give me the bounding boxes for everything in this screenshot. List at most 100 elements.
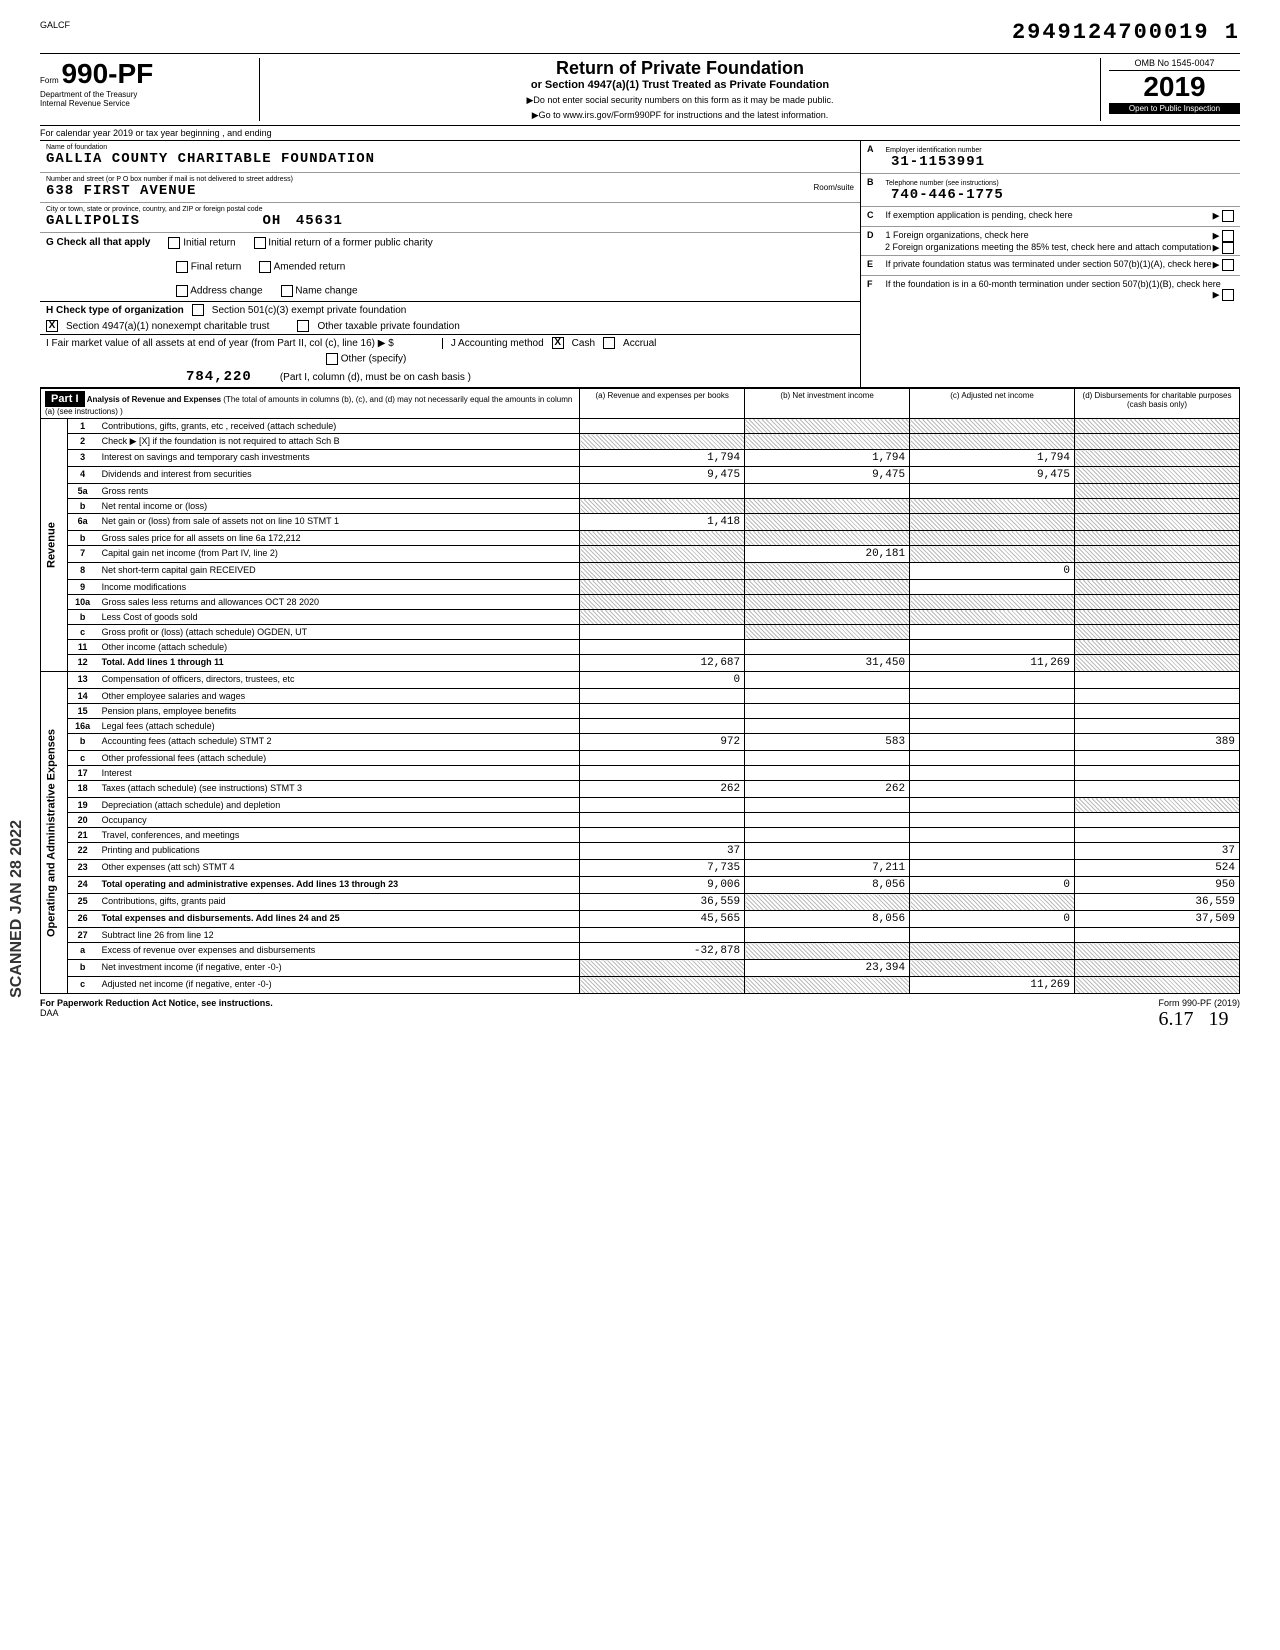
amt-cell: 1,418 <box>580 514 745 531</box>
line-desc: Gross sales less returns and allowances … <box>98 595 580 610</box>
amt-cell <box>580 499 745 514</box>
checkbox-60month[interactable] <box>1222 289 1234 301</box>
revenue-label: Revenue <box>41 419 68 672</box>
line-num: b <box>67 499 97 514</box>
amt-cell <box>745 531 910 546</box>
line-desc: Other income (attach schedule) <box>98 640 580 655</box>
section-i-value-row: 784,220 (Part I, column (d), must be on … <box>40 367 860 387</box>
amt-cell: 9,475 <box>910 467 1075 484</box>
amt-cell <box>580 640 745 655</box>
amt-cell <box>910 640 1075 655</box>
amt-cell <box>580 689 745 704</box>
amt-cell: 262 <box>580 781 745 798</box>
amt-cell <box>745 672 910 689</box>
amt-cell <box>910 860 1075 877</box>
j-cash: Cash <box>572 338 595 349</box>
amt-cell: 7,211 <box>745 860 910 877</box>
line-num: 4 <box>67 467 97 484</box>
checkbox-cash[interactable]: X <box>552 337 564 349</box>
h-item-1: Section 4947(a)(1) nonexempt charitable … <box>66 321 269 332</box>
amt-cell <box>1075 450 1240 467</box>
checkbox-initial-return[interactable] <box>168 237 180 249</box>
line-num: 5a <box>67 484 97 499</box>
amt-cell: 0 <box>910 911 1075 928</box>
line-num: 15 <box>67 704 97 719</box>
line-num: b <box>67 734 97 751</box>
checkbox-name-change[interactable] <box>281 285 293 297</box>
address-label: Number and street (or P O box number if … <box>46 176 854 183</box>
exemption-row: C If exemption application is pending, c… <box>861 207 1240 227</box>
amt-cell <box>1075 655 1240 672</box>
amt-cell <box>910 734 1075 751</box>
line-desc: Other employee salaries and wages <box>98 689 580 704</box>
form-prefix: Form <box>40 76 59 85</box>
amt-cell: 11,269 <box>910 655 1075 672</box>
amt-cell <box>745 434 910 450</box>
amt-cell <box>580 813 745 828</box>
amt-cell <box>1075 580 1240 595</box>
g-item-3: Initial return of a former public charit… <box>268 238 433 249</box>
checkbox-former-charity[interactable] <box>254 237 266 249</box>
section-h-row2: X Section 4947(a)(1) nonexempt charitabl… <box>40 318 860 334</box>
amt-cell <box>1075 640 1240 655</box>
amt-cell: 37 <box>1075 843 1240 860</box>
line-desc: Capital gain net income (from Part IV, l… <box>98 546 580 563</box>
line-desc: Dividends and interest from securities <box>98 467 580 484</box>
checkbox-other-taxable[interactable] <box>297 320 309 332</box>
g-item-5: Name change <box>295 286 357 297</box>
amt-cell <box>580 546 745 563</box>
form-header-center: Return of Private Foundation or Section … <box>260 58 1100 121</box>
amt-cell <box>1075 719 1240 734</box>
section-ij-row2: Other (specify) <box>40 351 860 367</box>
checkbox-4947[interactable]: X <box>46 320 58 332</box>
amt-cell <box>1075 419 1240 434</box>
ein-label: Employer identification number <box>886 147 982 154</box>
checkbox-501c3[interactable] <box>192 304 204 316</box>
amt-cell: 20,181 <box>745 546 910 563</box>
line-num: 9 <box>67 580 97 595</box>
d2-text: 2 Foreign organizations meeting the 85% … <box>885 242 1211 252</box>
foundation-name-row: Name of foundation GALLIA COUNTY CHARITA… <box>40 141 860 173</box>
amt-cell <box>745 798 910 813</box>
analysis-table: Part I Analysis of Revenue and Expenses … <box>40 388 1240 994</box>
amt-cell: 9,475 <box>745 467 910 484</box>
col-a-header: (a) Revenue and expenses per books <box>580 389 745 419</box>
amt-cell: 1,794 <box>580 450 745 467</box>
line-desc: Occupancy <box>98 813 580 828</box>
f-row: F If the foundation is in a 60-month ter… <box>861 276 1240 296</box>
amt-cell <box>1075 499 1240 514</box>
amt-cell: 36,559 <box>580 894 745 911</box>
amt-cell <box>1075 798 1240 813</box>
checkbox-amended[interactable] <box>259 261 271 273</box>
amt-cell <box>910 894 1075 911</box>
amt-cell: -32,878 <box>580 943 745 960</box>
amt-cell <box>745 499 910 514</box>
amt-cell <box>910 531 1075 546</box>
amt-cell <box>580 704 745 719</box>
checkbox-foreign[interactable] <box>1222 230 1234 242</box>
amt-cell: 7,735 <box>580 860 745 877</box>
checkbox-foreign-85[interactable] <box>1222 242 1234 254</box>
calendar-year-row: For calendar year 2019 or tax year begin… <box>40 126 1240 141</box>
amt-cell <box>910 434 1075 450</box>
line-desc: Net gain or (loss) from sale of assets n… <box>98 514 580 531</box>
checkbox-address-change[interactable] <box>176 285 188 297</box>
amt-cell <box>910 781 1075 798</box>
checkbox-accrual[interactable] <box>603 337 615 349</box>
checkbox-terminated[interactable] <box>1222 259 1234 271</box>
line-desc: Depreciation (attach schedule) and deple… <box>98 798 580 813</box>
amt-cell <box>910 751 1075 766</box>
tax-year: 2019 <box>1109 71 1240 103</box>
form-header-left: Form 990-PF Department of the Treasury I… <box>40 58 260 121</box>
line-num: 27 <box>67 928 97 943</box>
checkbox-exemption[interactable] <box>1222 210 1234 222</box>
col-c-header: (c) Adjusted net income <box>910 389 1075 419</box>
line-desc: Gross profit or (loss) (attach schedule)… <box>98 625 580 640</box>
checkbox-other-method[interactable] <box>326 353 338 365</box>
g-label: G Check all that apply <box>46 237 150 249</box>
amt-cell <box>580 928 745 943</box>
amt-cell <box>910 798 1075 813</box>
checkbox-final-return[interactable] <box>176 261 188 273</box>
amt-cell <box>1075 704 1240 719</box>
amt-cell <box>1075 434 1240 450</box>
